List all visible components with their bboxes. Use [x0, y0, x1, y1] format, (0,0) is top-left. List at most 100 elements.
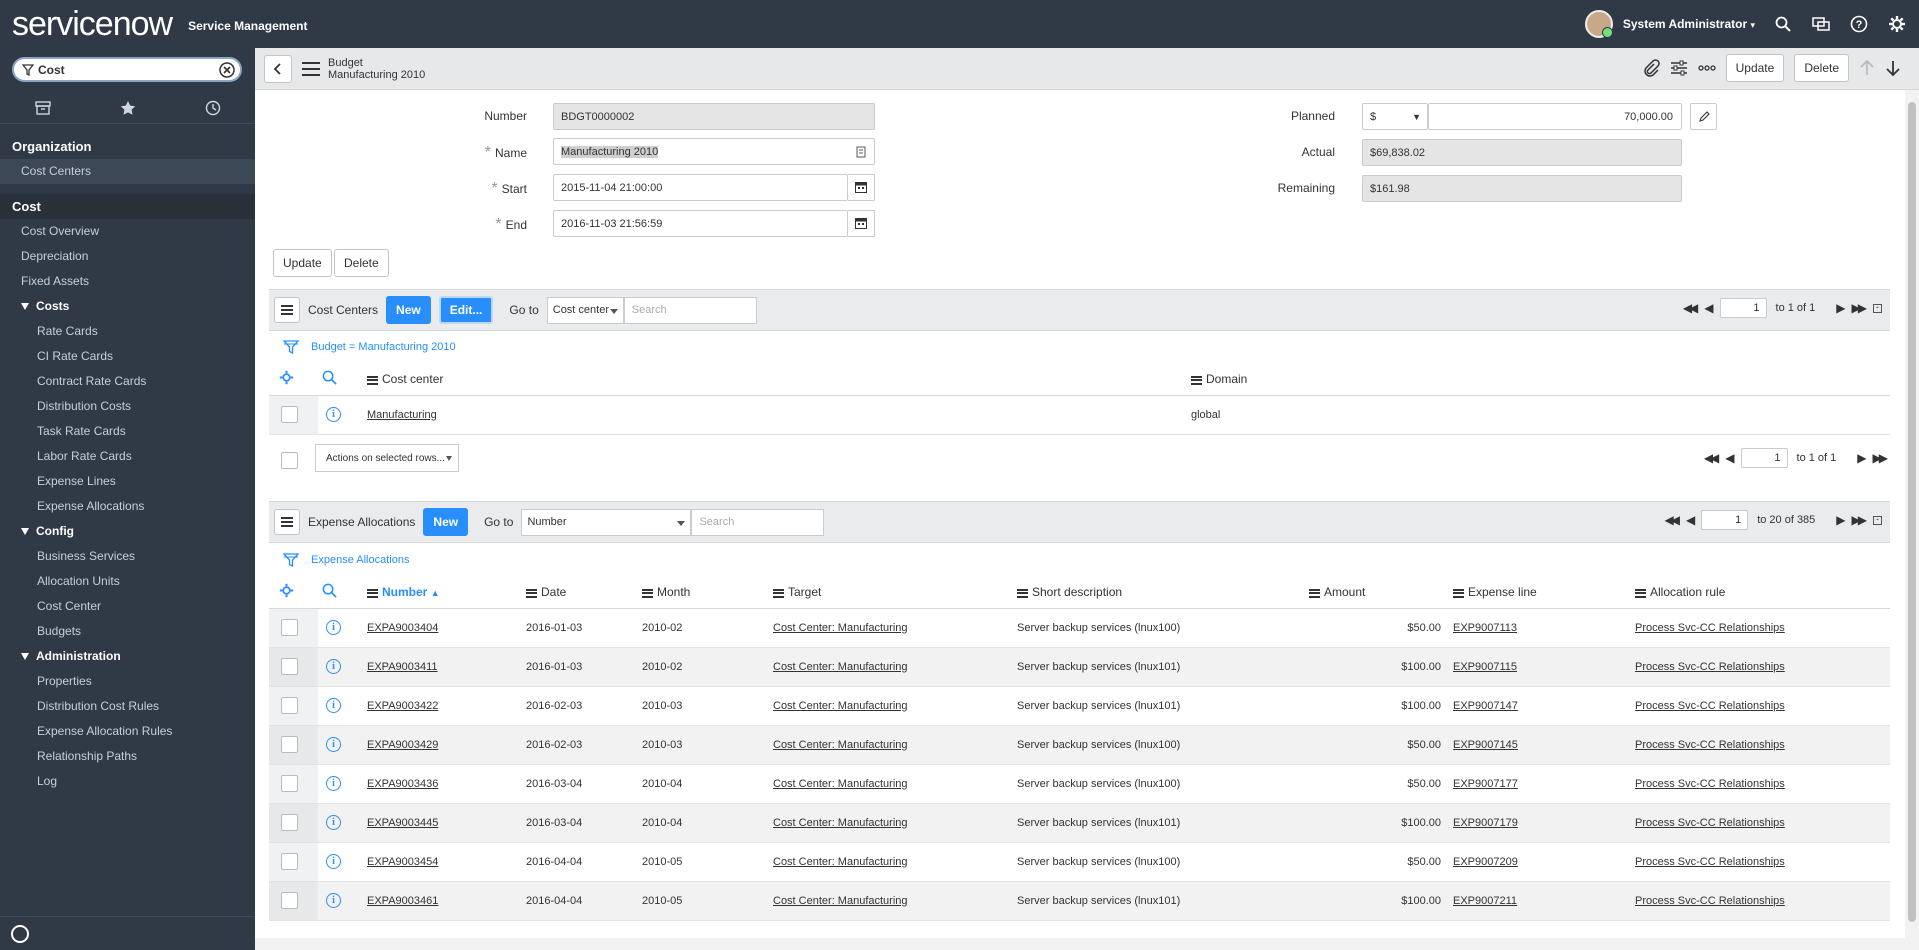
target-link[interactable]: Cost Center: Manufacturing — [773, 855, 908, 868]
first-page-icon[interactable]: ◀◀ — [1682, 301, 1699, 315]
next-page-icon[interactable]: ▶ — [1857, 451, 1866, 465]
info-icon[interactable]: i — [326, 698, 341, 713]
cost-centers-search-input[interactable]: Search — [623, 296, 757, 324]
navigator-filter-input[interactable]: Cost — [12, 57, 242, 82]
info-icon[interactable]: i — [326, 620, 341, 635]
column-target[interactable]: Target — [773, 577, 1017, 609]
previous-page-icon[interactable]: ◀ — [1704, 301, 1713, 315]
allocation-rule-link[interactable]: Process Svc-CC Relationships — [1635, 777, 1785, 790]
expense-line-link[interactable]: EXP9007147 — [1453, 699, 1518, 712]
collapse-navigator-icon[interactable] — [11, 925, 29, 943]
column-date[interactable]: Date — [526, 577, 642, 609]
servicenow-logo[interactable]: servicenow — [12, 5, 173, 43]
nav-item-rate-cards[interactable]: Rate Cards — [37, 324, 98, 338]
list-menu-button[interactable] — [274, 297, 300, 323]
info-icon[interactable]: i — [326, 854, 341, 869]
expense-line-link[interactable]: EXP9007145 — [1453, 738, 1518, 751]
history-tab[interactable] — [173, 100, 253, 116]
allocation-rule-link[interactable]: Process Svc-CC Relationships — [1635, 816, 1785, 829]
nav-header-organization[interactable]: Organization — [12, 139, 92, 154]
nav-group-costs[interactable]: Costs — [0, 294, 255, 319]
nav-item-cost-centers[interactable]: Cost Centers — [0, 159, 255, 184]
info-icon[interactable]: i — [326, 776, 341, 791]
column-month[interactable]: Month — [642, 577, 773, 609]
back-button[interactable] — [264, 54, 292, 83]
cost-centers-new-button[interactable]: New — [386, 296, 431, 324]
user-avatar[interactable] — [1584, 10, 1613, 38]
horizontal-scrollbar[interactable] — [255, 938, 1905, 950]
connect-chat-icon[interactable] — [1811, 14, 1831, 34]
allocation-rule-link[interactable]: Process Svc-CC Relationships — [1635, 855, 1785, 868]
target-link[interactable]: Cost Center: Manufacturing — [773, 738, 908, 751]
header-delete-button[interactable]: Delete — [1794, 54, 1849, 82]
nav-item-budgets[interactable]: Budgets — [37, 624, 82, 638]
nav-item-relationship-paths[interactable]: Relationship Paths — [37, 749, 138, 763]
nav-item-cost-overview[interactable]: Cost Overview — [21, 224, 100, 238]
target-link[interactable]: Cost Center: Manufacturing — [773, 660, 908, 673]
info-icon[interactable]: i — [326, 659, 341, 674]
end-calendar-button[interactable] — [848, 210, 875, 237]
column-short-description[interactable]: Short description — [1017, 577, 1309, 609]
nav-item-contract-rate-cards[interactable]: Contract Rate Cards — [37, 374, 147, 388]
next-page-icon[interactable]: ▶ — [1836, 301, 1845, 315]
goto-field-select[interactable]: Number — [521, 508, 692, 536]
previous-page-icon[interactable]: ◀ — [1725, 451, 1734, 465]
number-link[interactable]: EXPA9003454 — [367, 855, 439, 868]
currency-select[interactable]: $ ▼ — [1362, 103, 1428, 130]
column-cost-center[interactable]: Cost center — [367, 364, 1191, 396]
cost-centers-filter[interactable]: Budget = Manufacturing 2010 — [283, 339, 456, 355]
cost-centers-edit-button[interactable]: Edit... — [438, 296, 494, 324]
column-expense-line[interactable]: Expense line — [1453, 577, 1635, 609]
clear-filter-icon[interactable] — [219, 62, 235, 78]
last-page-icon[interactable]: ▶▶ — [1851, 301, 1868, 315]
list-search-icon[interactable] — [322, 583, 337, 598]
edit-amount-button[interactable] — [1690, 103, 1717, 130]
collapse-list-icon[interactable]: - — [1873, 514, 1882, 525]
target-link[interactable]: Cost Center: Manufacturing — [773, 777, 908, 790]
info-icon[interactable]: i — [326, 407, 341, 422]
number-link[interactable]: EXPA9003461 — [367, 894, 439, 907]
expense-line-link[interactable]: EXP9007177 — [1453, 777, 1518, 790]
planned-amount-field[interactable]: 70,000.00 — [1428, 103, 1682, 130]
target-link[interactable]: Cost Center: Manufacturing — [773, 699, 908, 712]
list-settings-gear-icon[interactable] — [279, 370, 294, 385]
vertical-scrollbar[interactable] — [1905, 90, 1919, 950]
cost-center-link[interactable]: Manufacturing — [367, 408, 437, 421]
filter-icon[interactable] — [283, 552, 299, 568]
info-icon[interactable]: i — [326, 893, 341, 908]
filter-icon[interactable] — [283, 339, 299, 355]
first-page-icon[interactable]: ◀◀ — [1703, 451, 1720, 465]
number-link[interactable]: EXPA9003445 — [367, 816, 439, 829]
nav-item-expense-allocations[interactable]: Expense Allocations — [37, 499, 145, 513]
nav-item-log[interactable]: Log — [37, 774, 58, 788]
end-field[interactable]: 2016-11-03 21:56:59 — [553, 210, 848, 237]
nav-item-expense-allocation-rules[interactable]: Expense Allocation Rules — [37, 724, 173, 738]
expense-allocations-filter[interactable]: Expense Allocations — [283, 552, 409, 568]
last-page-icon[interactable]: ▶▶ — [1872, 451, 1889, 465]
number-field[interactable]: BDGT0000002 — [553, 103, 875, 130]
number-link[interactable]: EXPA9003404 — [367, 621, 439, 634]
column-amount[interactable]: Amount — [1309, 577, 1453, 609]
list-settings-gear-icon[interactable] — [279, 583, 294, 598]
target-link[interactable]: Cost Center: Manufacturing — [773, 894, 908, 907]
column-number[interactable]: Number ▲ — [367, 577, 526, 609]
search-icon[interactable] — [1773, 14, 1793, 34]
nav-group-administration[interactable]: Administration — [0, 644, 255, 669]
row-checkbox[interactable] — [281, 892, 298, 909]
header-update-button[interactable]: Update — [1725, 54, 1785, 82]
row-checkbox[interactable] — [281, 619, 298, 636]
column-allocation-rule[interactable]: Allocation rule — [1635, 577, 1890, 609]
personalize-sliders-icon[interactable] — [1670, 59, 1688, 77]
expense-line-link[interactable]: EXP9007179 — [1453, 816, 1518, 829]
row-checkbox[interactable] — [281, 775, 298, 792]
form-delete-button[interactable]: Delete — [334, 249, 389, 277]
next-record-icon[interactable] — [1885, 59, 1901, 77]
page-input[interactable]: 1 — [1740, 448, 1788, 468]
list-menu-button[interactable] — [274, 509, 300, 535]
row-checkbox[interactable] — [281, 697, 298, 714]
select-all-checkbox[interactable] — [281, 452, 298, 469]
page-input[interactable]: 1 — [1701, 510, 1749, 530]
allocation-rule-link[interactable]: Process Svc-CC Relationships — [1635, 894, 1785, 907]
nav-item-allocation-units[interactable]: Allocation Units — [37, 574, 120, 588]
number-link[interactable]: EXPA9003436 — [367, 777, 439, 790]
